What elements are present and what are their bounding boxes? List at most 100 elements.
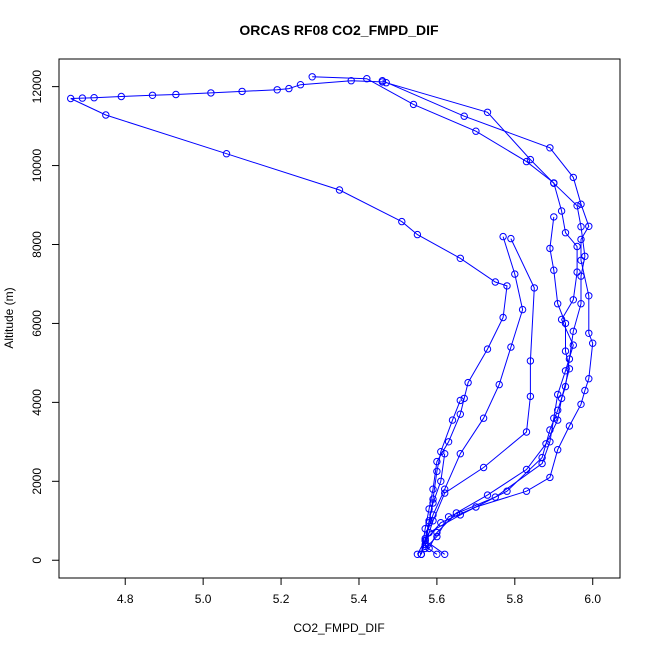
data-point [479, 463, 488, 472]
data-point [554, 406, 562, 414]
data-point [421, 536, 429, 545]
data-point [557, 394, 566, 403]
data-point [557, 315, 566, 324]
data-point [565, 422, 574, 430]
data-point [526, 357, 535, 365]
data-point [398, 217, 406, 226]
plot-frame [58, 58, 621, 579]
data-point [78, 94, 87, 102]
y-axis-label: Altitude (m) [2, 287, 16, 348]
data-point [441, 485, 449, 493]
y-tick-label: 6000 [30, 310, 44, 337]
data-point [417, 550, 425, 558]
data-point [495, 380, 503, 389]
data-point [561, 347, 570, 355]
data-point [456, 450, 464, 458]
data-point [429, 511, 437, 519]
data-point [550, 213, 558, 221]
data-point [546, 244, 554, 253]
data-point [550, 266, 558, 274]
data-point [382, 79, 390, 87]
data-point [581, 252, 589, 260]
data-point [425, 517, 433, 525]
data-point [573, 202, 581, 210]
data-point [413, 550, 422, 558]
data-point [577, 235, 585, 244]
data-point [437, 477, 445, 485]
data-point [569, 341, 577, 349]
data-point [222, 150, 231, 158]
data-point [577, 200, 585, 208]
data-point [557, 207, 566, 215]
data-point [437, 519, 445, 527]
data-point [117, 92, 126, 101]
data-point [347, 77, 355, 85]
data-point [102, 111, 110, 119]
data-point [441, 489, 449, 497]
data-point [67, 94, 75, 103]
x-tick-label: 5.2 [273, 592, 290, 606]
data-point [433, 457, 441, 466]
y-tick-label: 0 [30, 557, 44, 564]
data-point [526, 392, 535, 401]
data-point [565, 365, 574, 373]
data-point [507, 234, 515, 243]
x-tick-label: 5.0 [195, 592, 212, 606]
x-tick-label: 4.8 [117, 592, 134, 606]
data-point [499, 232, 507, 241]
series-line [312, 76, 578, 549]
data-point [421, 540, 429, 549]
data-point [444, 513, 453, 521]
x-axis: 4.8 5.0 5.2 5.4 5.6 5.8 6.0 [117, 577, 601, 606]
data-point [550, 179, 558, 187]
data-point [522, 487, 531, 495]
data-point [483, 108, 492, 117]
data-point [460, 394, 468, 403]
data-point [238, 87, 246, 96]
data-point [472, 127, 480, 135]
y-tick-label: 2000 [30, 468, 44, 495]
data-point [308, 73, 316, 81]
data-point [585, 329, 593, 337]
data-point [464, 378, 472, 387]
data-point [441, 550, 449, 558]
data-point [296, 81, 305, 89]
data-point [479, 414, 488, 422]
data-point [483, 345, 492, 353]
data-point [456, 410, 464, 418]
data-point [577, 300, 585, 308]
data-point [363, 75, 371, 83]
data-point [433, 467, 441, 476]
data-point [273, 86, 281, 94]
series-line [70, 80, 508, 555]
y-axis: 0 2000 4000 6000 8000 10000 12000 [30, 70, 60, 564]
data-point [491, 278, 499, 286]
data-point [522, 428, 531, 436]
data-point [530, 284, 538, 292]
data-point [546, 144, 554, 152]
data-point [522, 465, 531, 474]
x-tick-label: 5.6 [429, 592, 446, 606]
data-point [581, 386, 589, 395]
data-point [518, 305, 527, 314]
data-point [542, 440, 550, 448]
data-point [437, 448, 445, 456]
data-point [573, 242, 581, 251]
data-point [585, 292, 593, 300]
data-point [554, 446, 562, 454]
data-point [335, 186, 344, 194]
data-point [429, 499, 437, 507]
y-tick-label: 10000 [30, 149, 44, 183]
chart-title: ORCAS RF08 CO2_FMPD_DIF [239, 22, 439, 38]
x-tick-label: 5.8 [506, 592, 523, 606]
series-line [424, 453, 446, 555]
data-point [561, 319, 570, 328]
data-point [491, 493, 499, 501]
data-point [429, 485, 437, 493]
data-point [433, 528, 441, 537]
series-line [428, 216, 570, 549]
data-point [425, 505, 433, 513]
data-point [569, 327, 577, 335]
data-point [577, 400, 585, 408]
